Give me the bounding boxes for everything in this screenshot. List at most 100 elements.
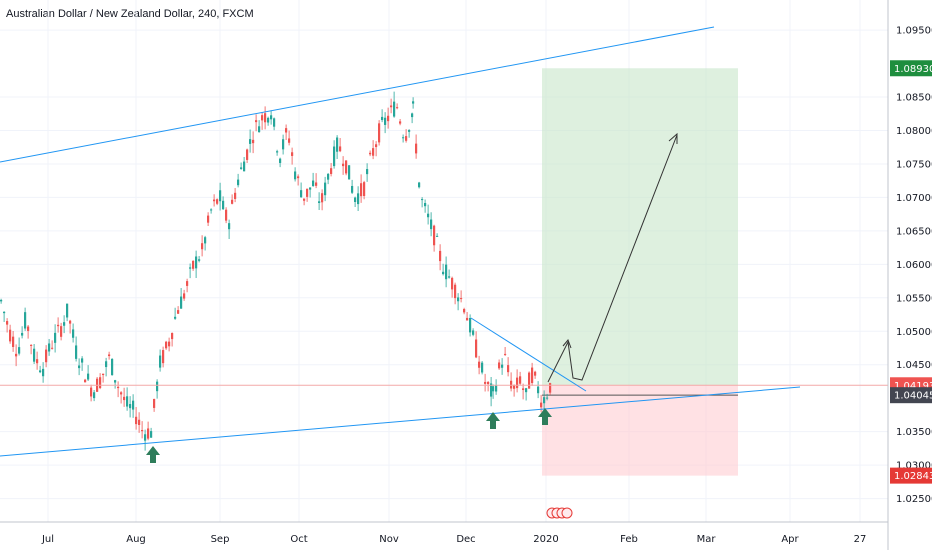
- y-tick-label: 1.06000: [896, 260, 932, 271]
- y-tick-label: 1.05500: [896, 293, 932, 304]
- candle-body: [231, 199, 234, 204]
- candle-body: [393, 101, 396, 117]
- candle-body: [540, 402, 543, 408]
- candle-body: [144, 434, 147, 441]
- candle-body: [165, 341, 168, 349]
- candle-body: [141, 430, 144, 432]
- candle-body: [436, 235, 439, 237]
- candle-body: [57, 324, 60, 327]
- up-arrow-marker-icon: [538, 408, 552, 425]
- candle-body: [216, 199, 219, 204]
- candle-body: [246, 149, 249, 160]
- y-tick-label: 1.06500: [896, 226, 932, 237]
- candle-body: [439, 250, 442, 262]
- candle-body: [135, 416, 138, 425]
- candle-body: [198, 259, 201, 261]
- candle-body: [156, 381, 159, 392]
- candle-body: [234, 192, 237, 199]
- candle-body: [481, 362, 484, 373]
- candle-body: [42, 368, 45, 377]
- candle-body: [21, 332, 24, 336]
- candle-body: [123, 396, 126, 401]
- candle-body: [357, 193, 360, 205]
- candle-body: [54, 332, 57, 343]
- candle-body: [204, 237, 207, 244]
- candle-body: [105, 361, 108, 368]
- candle-body: [99, 377, 102, 389]
- candle-body: [525, 388, 528, 393]
- candle-body: [534, 371, 537, 376]
- x-tick-label: Feb: [620, 534, 638, 545]
- candle-body: [475, 339, 478, 358]
- candle-body: [472, 330, 475, 335]
- candle-body: [282, 139, 285, 150]
- candle-body: [84, 379, 87, 383]
- arrow-head-1: [562, 339, 572, 349]
- candle-body: [366, 169, 369, 175]
- candle-body: [501, 364, 504, 368]
- candle-body: [93, 392, 96, 399]
- candle-body: [171, 332, 174, 340]
- candle-body: [498, 362, 501, 369]
- candle-body: [537, 386, 540, 394]
- candle-body: [519, 376, 522, 384]
- descending-trendline: [470, 317, 587, 392]
- candle-body: [384, 117, 387, 125]
- candle-body: [330, 168, 333, 174]
- upper-channel-line: [0, 26, 715, 163]
- profit-zone: [542, 68, 738, 386]
- candle-body: [408, 130, 411, 132]
- candle-body: [201, 243, 204, 250]
- candle-body: [48, 343, 51, 352]
- candle-body: [162, 350, 165, 364]
- candle-body: [276, 151, 279, 153]
- candle-body: [78, 365, 81, 369]
- candle-body: [210, 209, 213, 211]
- candle-body: [60, 326, 63, 337]
- candle-body: [387, 115, 390, 122]
- candle-body: [237, 179, 240, 186]
- candle-body: [243, 161, 246, 172]
- price-badge: [890, 467, 932, 484]
- candle-body: [150, 431, 153, 438]
- candle-body: [448, 276, 451, 278]
- y-tick-label: 1.08000: [896, 126, 932, 137]
- candle-body: [249, 139, 252, 144]
- candle-body: [261, 115, 264, 121]
- candle-body: [460, 298, 463, 300]
- candle-body: [430, 219, 433, 230]
- candle-body: [285, 128, 288, 133]
- candle-body: [339, 146, 342, 152]
- candle-body: [375, 144, 378, 148]
- candle-body: [174, 316, 177, 319]
- candle-body: [0, 299, 3, 302]
- candle-body: [412, 101, 415, 104]
- candle-body: [207, 215, 210, 223]
- candle-body: [336, 137, 339, 152]
- candle-body: [309, 187, 312, 190]
- candle-body: [543, 397, 546, 404]
- x-tick-label: 27: [854, 534, 867, 545]
- y-tick-label: 1.03000: [896, 461, 932, 472]
- candle-body: [504, 353, 507, 355]
- candle-body: [378, 123, 381, 143]
- price-badge-label: 1.02843: [894, 471, 932, 482]
- candle-body: [255, 120, 258, 123]
- candle-body: [27, 326, 30, 331]
- candle-body: [270, 115, 273, 120]
- candle-body: [546, 397, 549, 399]
- candle-body: [463, 308, 466, 313]
- candle-body: [445, 264, 448, 280]
- candle-body: [531, 367, 534, 383]
- candle-body: [153, 399, 156, 408]
- candle-body: [66, 303, 69, 318]
- price-badge-label: 1.04193: [894, 381, 932, 392]
- candle-body: [177, 310, 180, 314]
- candle-body: [294, 171, 297, 180]
- candle-body: [132, 400, 135, 410]
- candle-body: [411, 113, 414, 118]
- candle-body: [240, 167, 243, 169]
- candle-body: [457, 297, 460, 302]
- candle-body: [102, 373, 105, 376]
